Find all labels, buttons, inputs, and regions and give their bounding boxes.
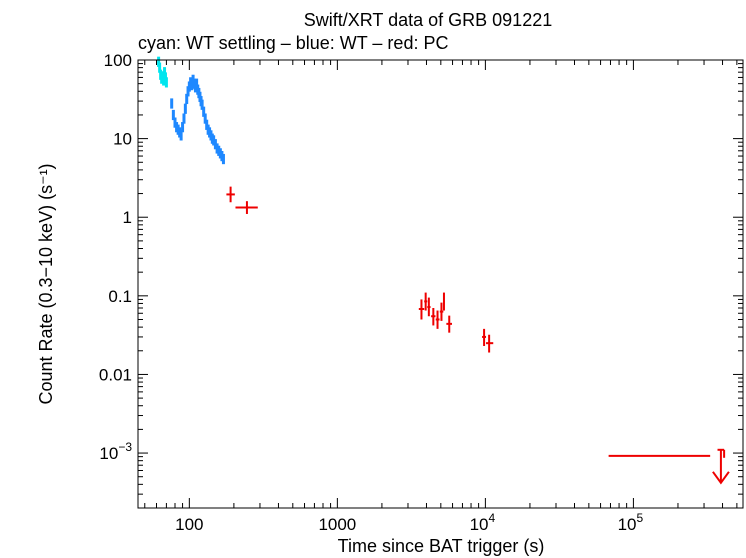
data-marks: [157, 56, 730, 485]
y-tick-label: 100: [104, 51, 132, 70]
y-tick-label: 10−3: [99, 440, 132, 463]
y-tick-label: 10: [113, 130, 132, 149]
series-0: [157, 56, 168, 88]
y-tick-label: 0.01: [99, 365, 132, 384]
x-tick-label: 104: [470, 511, 496, 534]
x-axis-label: Time since BAT trigger (s): [338, 536, 545, 556]
chart-title: Swift/XRT data of GRB 091221: [304, 10, 552, 30]
series-2: [226, 186, 730, 485]
axis-ticks: 100 1000 104 105 100 10 1 0.1 0.01 10−3: [99, 51, 743, 534]
series-1: [170, 74, 225, 165]
chart-subtitle: cyan: WT settling – blue: WT – red: PC: [138, 33, 448, 53]
upper-limit-arrowhead: [712, 471, 730, 485]
y-tick-label: 0.1: [108, 287, 132, 306]
y-axis-label: Count Rate (0.3−10 keV) (s⁻¹): [36, 163, 56, 404]
x-tick-label: 100: [175, 515, 203, 534]
plot-frame: [137, 59, 744, 509]
x-tick-label: 1000: [318, 515, 356, 534]
y-tick-label: 1: [123, 208, 132, 227]
x-tick-label: 105: [618, 511, 644, 534]
